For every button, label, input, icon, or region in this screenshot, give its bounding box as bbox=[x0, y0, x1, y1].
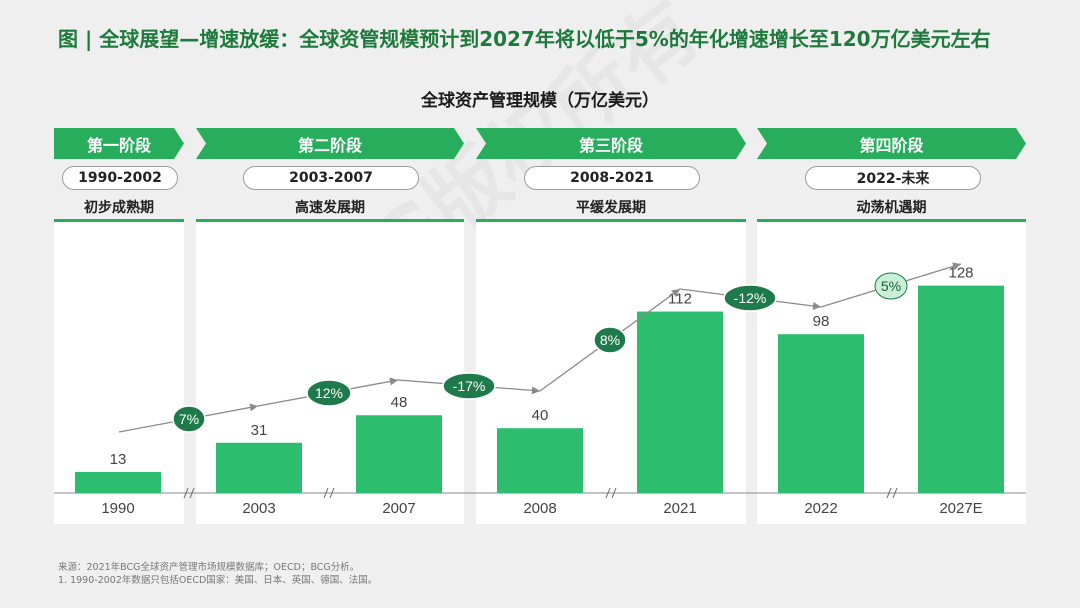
trend-arrow-4 bbox=[671, 289, 680, 297]
axis-break-1-a bbox=[183, 487, 189, 499]
stage-years-4: 2022-未来 bbox=[805, 166, 981, 190]
growth-badge-2 bbox=[306, 379, 352, 407]
stage-phase-4: 动荡机遇期 bbox=[856, 200, 927, 216]
stage-years-3: 2008-2021 bbox=[524, 166, 700, 190]
bar-1990 bbox=[75, 471, 161, 493]
axis-break-3-a bbox=[605, 487, 611, 499]
axis-break-2-a bbox=[323, 487, 329, 499]
category-label-2003: 2003 bbox=[242, 500, 275, 517]
category-label-2022: 2022 bbox=[804, 500, 837, 517]
value-label-2003: 31 bbox=[251, 422, 268, 439]
axis-break-4-b bbox=[892, 487, 898, 499]
bar-2027E bbox=[918, 285, 1004, 493]
stage-header-4: 第四阶段 bbox=[757, 128, 1026, 159]
growth-badge-6 bbox=[874, 272, 908, 300]
category-label-1990: 1990 bbox=[101, 500, 134, 517]
bar-2008 bbox=[497, 428, 583, 493]
growth-badge-1 bbox=[172, 405, 206, 433]
bar-2021 bbox=[637, 311, 723, 493]
footnote-note: 1. 1990-2002年数据只包括OECD国家：美国、日本、英国、德国、法国。 bbox=[58, 575, 378, 586]
axis-break-1-b bbox=[189, 487, 195, 499]
value-label-2007: 48 bbox=[391, 394, 408, 411]
growth-label-6: 5% bbox=[881, 278, 901, 294]
stage-phase-1: 初步成熟期 bbox=[84, 200, 154, 216]
category-label-2007: 2007 bbox=[382, 500, 415, 517]
growth-badge-4 bbox=[593, 326, 627, 354]
growth-label-1: 7% bbox=[179, 411, 199, 427]
category-label-2027E: 2027E bbox=[939, 500, 982, 517]
growth-badge-3 bbox=[442, 372, 496, 400]
stage-years-2: 2003-2007 bbox=[243, 166, 419, 190]
bar-2022 bbox=[778, 334, 864, 493]
value-label-1990: 13 bbox=[110, 451, 127, 468]
footnote-source: 来源：2021年BCG全球资产管理市场规模数据库；OECD；BCG分析。 bbox=[58, 562, 360, 573]
category-label-2021: 2021 bbox=[663, 500, 696, 517]
stage-header-1: 第一阶段 bbox=[54, 128, 184, 159]
page-title: 图 | 全球展望—增速放缓：全球资管规模预计到2027年将以低于5%的年化增速增… bbox=[58, 27, 991, 51]
value-label-2022: 98 bbox=[813, 313, 830, 330]
bar-2007 bbox=[356, 415, 442, 493]
stage-phase-2: 高速发展期 bbox=[295, 200, 365, 216]
chart-title: 全球资产管理规模（万亿美元） bbox=[421, 91, 659, 111]
stage-phase-3: 平缓发展期 bbox=[576, 200, 646, 216]
value-label-2021: 112 bbox=[668, 291, 692, 308]
axis-break-4-a bbox=[886, 487, 892, 499]
value-label-2008: 40 bbox=[532, 407, 549, 424]
axis-break-3-b bbox=[611, 487, 617, 499]
stage-header-3: 第三阶段 bbox=[476, 128, 746, 159]
growth-label-5: -12% bbox=[734, 290, 767, 306]
growth-label-4: 8% bbox=[600, 332, 620, 348]
trend-arrow-3 bbox=[531, 386, 540, 395]
growth-badge-5 bbox=[723, 284, 777, 312]
growth-label-3: -17% bbox=[453, 378, 486, 394]
growth-label-2: 12% bbox=[315, 385, 343, 401]
bar-2003 bbox=[216, 442, 302, 493]
trend-arrow-2 bbox=[389, 377, 398, 386]
stage-years-1: 1990-2002 bbox=[62, 166, 178, 190]
stage-header-2: 第二阶段 bbox=[196, 128, 464, 159]
trend-arrow-5 bbox=[812, 302, 821, 310]
axis-break-2-b bbox=[329, 487, 335, 499]
category-label-2008: 2008 bbox=[523, 500, 556, 517]
trend-arrow-1 bbox=[249, 403, 258, 412]
trend-arrow-6 bbox=[952, 262, 961, 271]
